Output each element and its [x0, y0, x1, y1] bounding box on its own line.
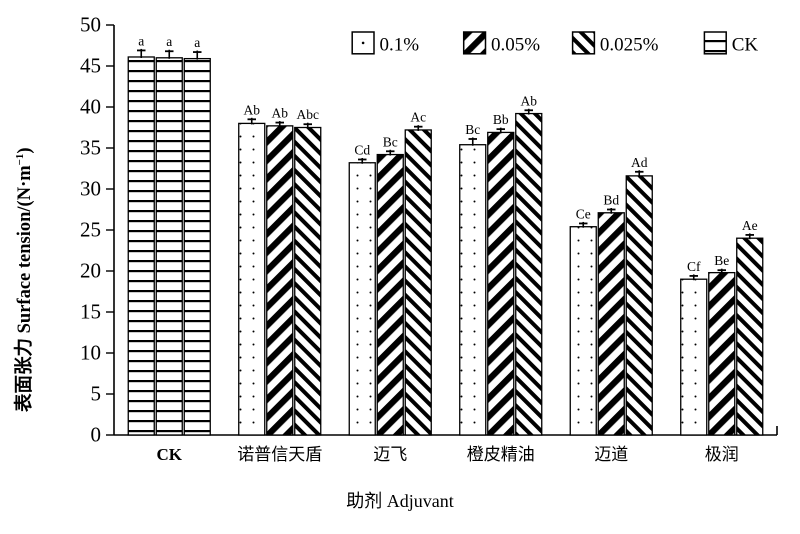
svg-text:a: a	[194, 35, 200, 50]
svg-text:0.025%: 0.025%	[600, 35, 659, 56]
svg-text:Be: Be	[714, 253, 729, 268]
svg-text:5: 5	[91, 382, 102, 406]
svg-text:Bc: Bc	[383, 134, 398, 149]
svg-text:0.05%: 0.05%	[491, 35, 540, 56]
svg-text:Cf: Cf	[687, 259, 701, 274]
svg-text:极润: 极润	[705, 445, 739, 464]
svg-text:0: 0	[91, 423, 102, 447]
svg-text:诺普信天盾: 诺普信天盾	[237, 445, 322, 464]
svg-text:10: 10	[80, 341, 101, 365]
svg-text:Bd: Bd	[603, 193, 619, 208]
svg-text:20: 20	[80, 259, 101, 283]
svg-text:Bb: Bb	[493, 112, 509, 127]
svg-text:a: a	[138, 33, 144, 48]
svg-text:Ad: Ad	[631, 155, 648, 170]
svg-text:Ab: Ab	[244, 102, 261, 117]
svg-text:迈飞: 迈飞	[373, 445, 407, 464]
svg-text:45: 45	[80, 54, 101, 78]
svg-text:Cd: Cd	[354, 142, 370, 157]
svg-text:25: 25	[80, 218, 101, 242]
svg-text:30: 30	[80, 177, 101, 201]
svg-text:15: 15	[80, 300, 101, 324]
svg-text:35: 35	[80, 136, 101, 160]
svg-text:橙皮精油: 橙皮精油	[467, 445, 535, 464]
svg-text:CK: CK	[732, 35, 759, 56]
svg-text:Bc: Bc	[465, 122, 480, 137]
svg-text:a: a	[166, 34, 172, 49]
svg-text:40: 40	[80, 95, 101, 119]
svg-text:50: 50	[80, 13, 101, 37]
svg-text:0.1%: 0.1%	[380, 35, 420, 56]
svg-text:Ce: Ce	[576, 206, 591, 221]
svg-text:Ae: Ae	[742, 218, 758, 233]
svg-text:Ac: Ac	[410, 110, 426, 125]
svg-text:Ab: Ab	[272, 106, 289, 121]
svg-text:CK: CK	[157, 445, 183, 464]
svg-text:Ab: Ab	[521, 93, 538, 108]
svg-text:迈道: 迈道	[594, 445, 628, 464]
svg-text:Abc: Abc	[297, 107, 320, 122]
